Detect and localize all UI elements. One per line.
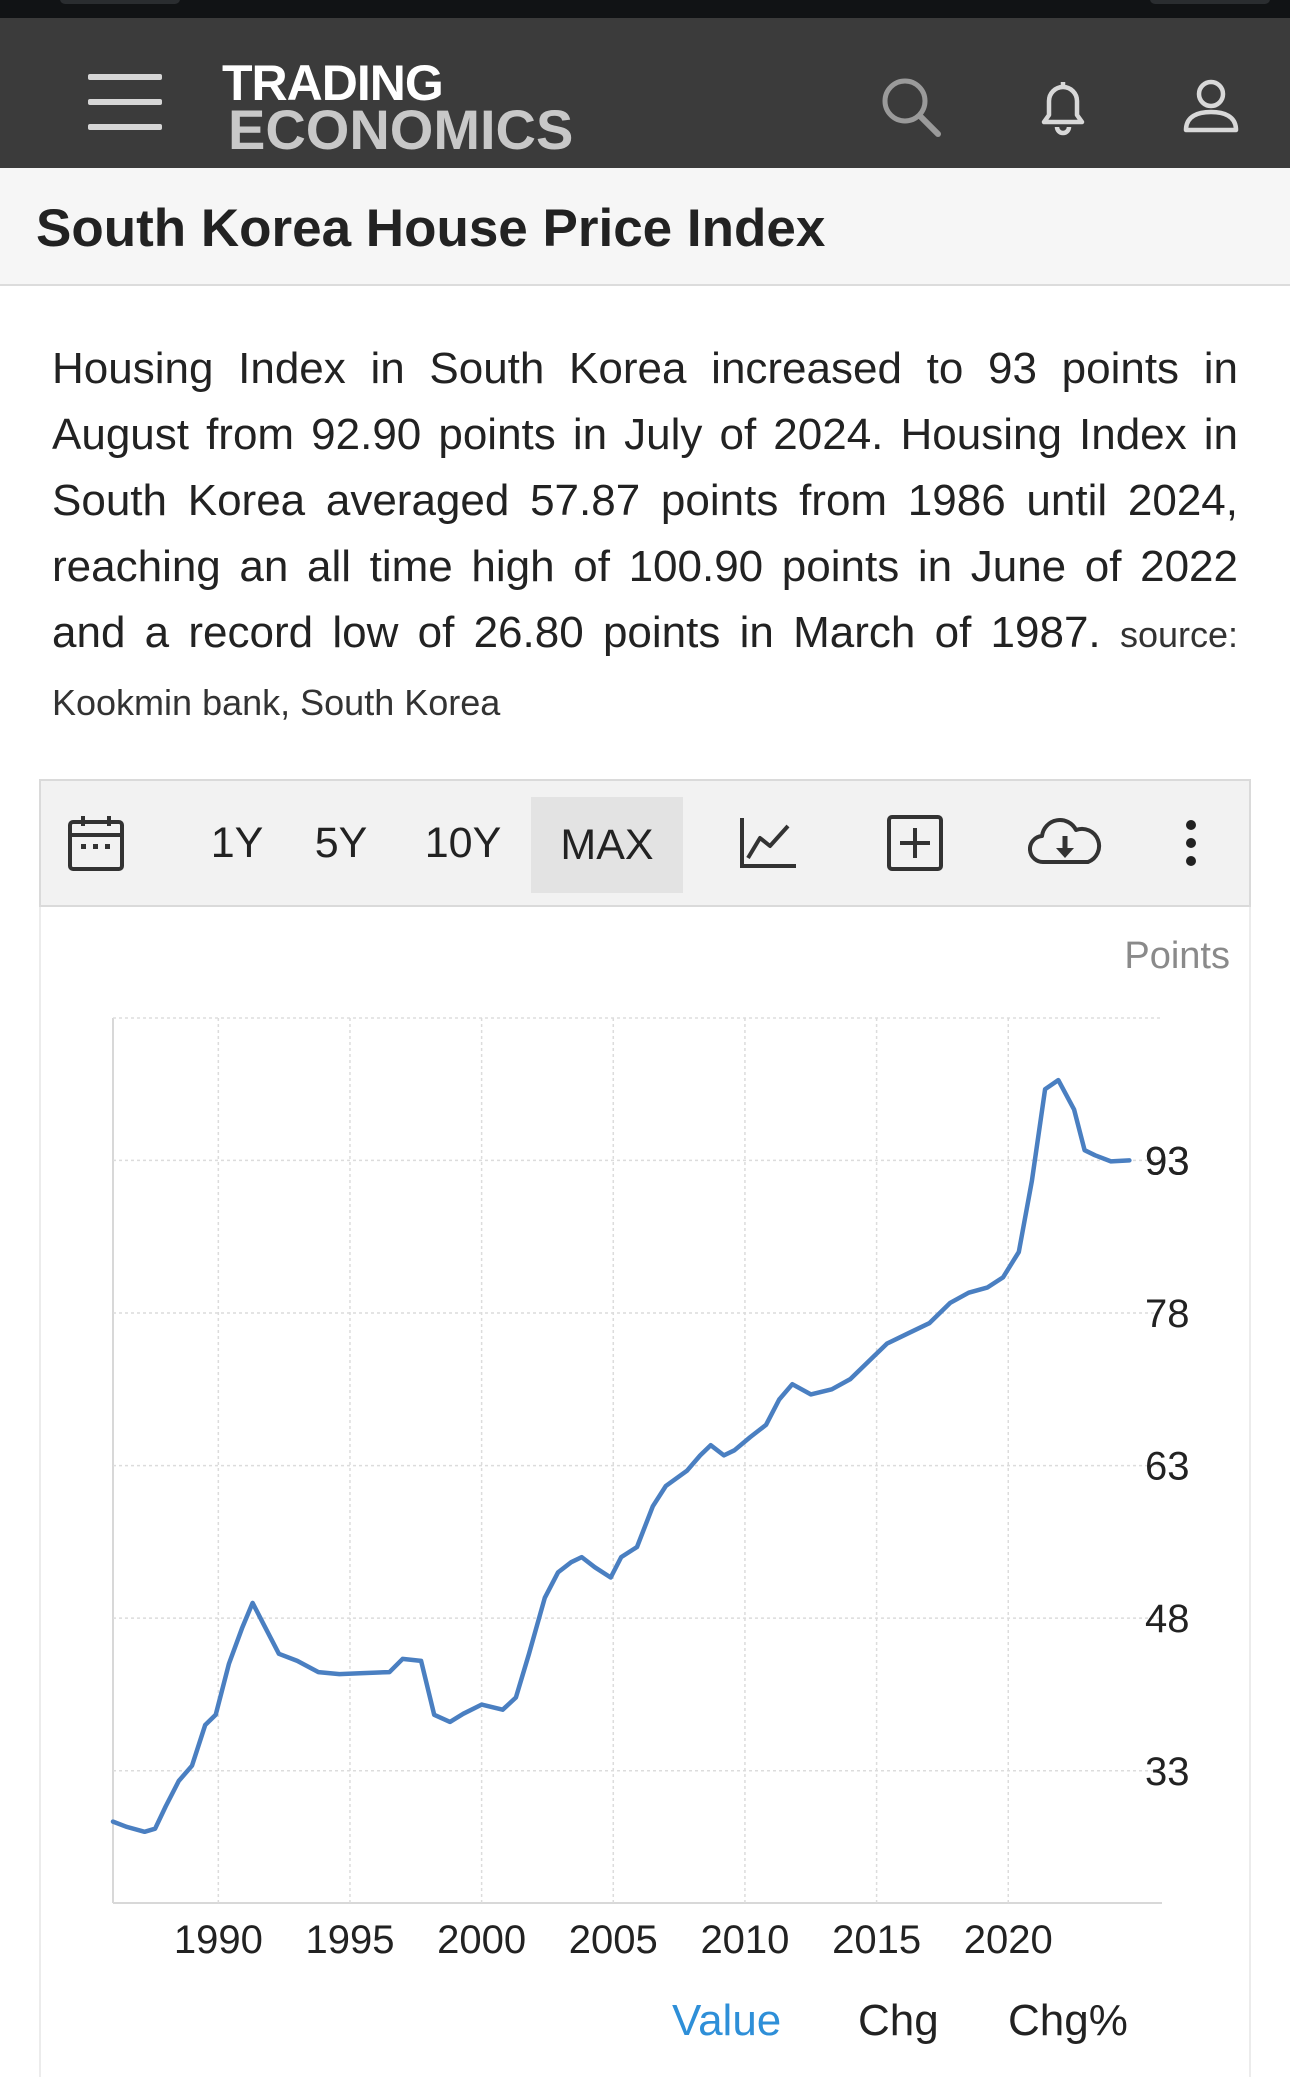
range-10y-button[interactable]: 10Y <box>424 818 502 867</box>
status-bar <box>0 0 1290 18</box>
cloud-download-icon[interactable] <box>1027 781 1103 905</box>
line-chart-icon[interactable] <box>733 781 803 905</box>
logo-line-2: ECONOMICS <box>228 98 574 161</box>
title-bar: South Korea House Price Index <box>0 168 1290 286</box>
status-pill-left <box>60 0 180 4</box>
tab-chg-percent[interactable]: Chg% <box>1008 1996 1128 2045</box>
calendar-icon[interactable] <box>65 781 127 905</box>
status-pill-right <box>1150 0 1270 4</box>
summary-body: Housing Index in South Korea increased t… <box>52 344 1238 657</box>
range-5y-button[interactable]: 5Y <box>314 818 368 867</box>
range-max-button[interactable]: MAX <box>531 797 683 893</box>
units-label: Points <box>1124 935 1230 977</box>
search-icon[interactable] <box>878 74 944 140</box>
range-1y-button[interactable]: 1Y <box>210 818 264 867</box>
tab-chg[interactable]: Chg <box>858 1996 939 2045</box>
summary-text: Housing Index in South Korea increased t… <box>52 336 1238 736</box>
more-vertical-icon[interactable] <box>1171 781 1211 905</box>
top-navbar: TRADING ECONOMICS <box>0 18 1290 168</box>
plus-square-icon[interactable] <box>885 781 945 905</box>
bell-icon[interactable] <box>1030 74 1096 140</box>
page-title: South Korea House Price Index <box>36 199 826 258</box>
hamburger-icon[interactable] <box>88 74 162 130</box>
chart-toolbar: 1Y 5Y 10Y MAX <box>39 779 1251 907</box>
trading-economics-logo[interactable]: TRADING ECONOMICS <box>222 58 592 158</box>
user-icon[interactable] <box>1178 74 1244 140</box>
tab-value[interactable]: Value <box>672 1996 782 2045</box>
chart-panel <box>39 907 1251 2077</box>
logo-line-1: TRADING <box>222 55 444 111</box>
source-note: source: Kookmin bank, South Korea <box>52 614 1238 723</box>
